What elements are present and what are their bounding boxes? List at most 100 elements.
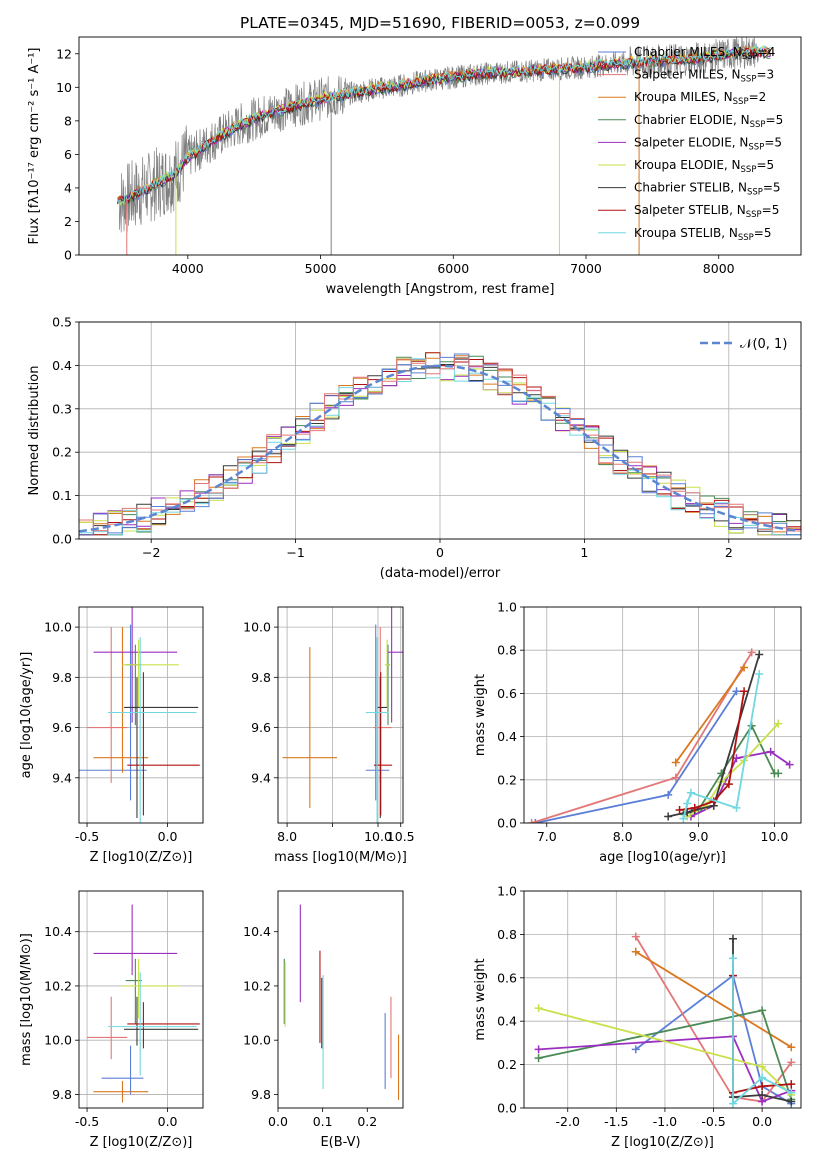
tick-label-x: 8.0 <box>277 829 297 844</box>
panel-mass-vs-Z: -0.5 0.0 9.8 10.0 10.2 10.4 Z [log10(Z/Z⊙)] mas… <box>19 890 204 1150</box>
x-axis-label: age [log10(age/yr)] <box>599 850 726 865</box>
tick-label-y: 1.0 <box>497 884 517 899</box>
tick-label-y: 0.4 <box>52 358 72 373</box>
legend-label: Kroupa STELIB, NSSP=5 <box>634 226 772 243</box>
panel-massweight-vs-Z: -2.0 -1.5 -1.0 -0.5 0.0 0.0 0.2 0.4 0.6 0.8 1.0 Z [… <box>473 884 802 1150</box>
plot-area <box>527 648 794 823</box>
mass-weight-line <box>675 666 745 764</box>
legend-label: Salpeter ELODIE, NSSP=5 <box>634 135 782 152</box>
tick-label-y: 0.0 <box>497 1101 517 1116</box>
tick-label-y: 0.6 <box>497 686 517 701</box>
mass-weight-marker <box>728 1099 737 1108</box>
residual-histogram <box>79 357 801 532</box>
y-axis-label: mass [log10(M/M⊙)] <box>19 933 34 1066</box>
tick-label-x: 0.1 <box>313 1114 333 1129</box>
tick-label-y: 8 <box>64 113 72 128</box>
legend-label: Kroupa MILES, NSSP=2 <box>634 90 766 107</box>
tick-label-y: 10.0 <box>44 1033 72 1048</box>
legend-label: Chabrier MILES, NSSP=4 <box>634 45 775 62</box>
tick-label-x: 6000 <box>437 261 469 276</box>
plot-area <box>79 352 801 536</box>
mass-weight-marker <box>679 814 688 823</box>
mass-weight-marker <box>690 803 699 812</box>
tick-label-y: 9.8 <box>251 670 271 685</box>
tick-label-x: 7.0 <box>537 829 557 844</box>
axes-frame <box>277 890 404 1109</box>
mass-weight-marker <box>686 788 695 797</box>
model-spectrum-line <box>117 46 771 205</box>
plot-area <box>534 932 796 1108</box>
panel-residuals: −2 −1 0 1 2 0.0 0.1 0.2 0.3 0.4 0.5 (data-model)/er… <box>27 315 802 581</box>
model-spectrum-line <box>117 47 771 204</box>
mass-weight-marker <box>740 687 749 696</box>
tick-label-y: 9.8 <box>52 670 72 685</box>
mass-weight-marker <box>724 780 733 789</box>
tick-label-x: 0.0 <box>158 829 178 844</box>
tick-label-y: 0.3 <box>52 401 72 416</box>
tick-label-x: 2 <box>725 545 733 560</box>
tick-label-x: −1 <box>286 545 304 560</box>
mass-weight-marker <box>534 1054 543 1063</box>
tick-label-y: 0.0 <box>52 532 72 547</box>
tick-label-x: -0.5 <box>75 1114 99 1129</box>
mass-weight-marker <box>758 1082 767 1091</box>
tick-label-x: -0.5 <box>701 1114 725 1129</box>
x-axis-label: E(B-V) <box>320 1135 360 1150</box>
tick-label-y: 0.2 <box>497 1057 517 1072</box>
mass-weight-line <box>635 974 792 1105</box>
legend-label: Salpeter STELIB, NSSP=5 <box>634 203 779 220</box>
gaussian-curve <box>79 364 799 533</box>
residual-histogram <box>79 353 801 536</box>
tick-label-y: 10.2 <box>44 978 72 993</box>
tick-label-x: 8000 <box>703 261 735 276</box>
axes-frame <box>523 606 802 824</box>
mass-weight-marker <box>787 1097 796 1106</box>
tick-label-x: 10.0 <box>364 829 392 844</box>
tick-label-y: 10 <box>56 80 72 95</box>
tick-label-x: 5000 <box>305 261 337 276</box>
mass-weight-marker <box>732 687 741 696</box>
tick-label-x: 0 <box>436 545 444 560</box>
mass-weight-marker <box>755 650 764 659</box>
mass-weight-marker <box>534 1045 543 1054</box>
tick-label-x: 8.0 <box>613 829 633 844</box>
plot-area <box>283 904 400 1100</box>
tick-label-y: 0.0 <box>497 816 517 831</box>
y-axis-label: mass weight <box>473 958 488 1040</box>
tick-label-y: 10.0 <box>243 1033 271 1048</box>
mass-weight-marker <box>671 773 680 782</box>
tick-label-y: 0.4 <box>497 729 517 744</box>
tick-label-y: 9.6 <box>52 720 72 735</box>
mass-weight-marker <box>534 1004 543 1013</box>
tick-label-x: −2 <box>142 545 160 560</box>
tick-label-x: -2.0 <box>556 1114 580 1129</box>
tick-label-x: -0.5 <box>75 829 99 844</box>
tick-label-y: 0.5 <box>52 315 72 330</box>
tick-label-y: 1.0 <box>497 600 517 615</box>
panel-massweight-vs-age: 7.0 8.0 9.0 10.0 0.0 0.2 0.4 0.6 0.8 1.0 age [log1… <box>473 600 802 865</box>
mass-weight-marker <box>774 769 783 778</box>
legend-label: Chabrier STELIB, NSSP=5 <box>634 181 781 198</box>
mass-weight-marker <box>747 648 756 657</box>
tick-label-y: 10.4 <box>44 924 72 939</box>
mass-weight-marker <box>758 1062 767 1071</box>
tick-label-y: 2 <box>64 214 72 229</box>
tick-label-y: 0.8 <box>497 643 517 658</box>
tick-label-x: 10.0 <box>761 829 789 844</box>
x-axis-label: (data-model)/error <box>380 566 501 581</box>
mass-weight-marker <box>664 790 673 799</box>
x-axis-label: Z [log10(Z/Z⊙)] <box>611 1135 714 1150</box>
tick-label-y: 9.4 <box>52 770 72 785</box>
tick-label-y: 0.2 <box>497 772 517 787</box>
tick-label-y: 10.0 <box>44 620 72 635</box>
tick-label-x: 0.2 <box>357 1114 377 1129</box>
axes-frame <box>277 606 404 824</box>
axes-frame <box>523 890 802 1109</box>
mass-weight-marker <box>728 934 737 943</box>
tick-label-y: 0.4 <box>497 1014 517 1029</box>
x-axis-label: wavelength [Angstrom, rest frame] <box>326 282 555 297</box>
mass-weight-marker <box>787 1043 796 1052</box>
observed-spectrum <box>118 37 759 233</box>
tick-label-y: 0.1 <box>52 488 72 503</box>
